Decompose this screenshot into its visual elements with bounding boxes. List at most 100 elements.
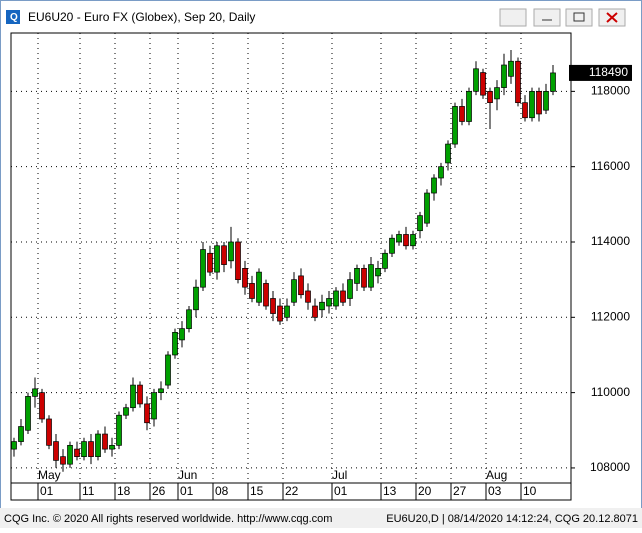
x-tick-label: 08 (215, 484, 229, 498)
x-tick-label: 20 (418, 484, 432, 498)
candle-body (487, 91, 493, 104)
x-tick-label: 03 (488, 484, 502, 498)
candle-body (459, 106, 465, 122)
x-tick-label: 13 (383, 484, 397, 498)
footer-right: EU6U20,D | 08/14/2020 14:12:24, CQG 20.1… (386, 513, 638, 525)
x-tick-label: 15 (250, 484, 264, 498)
last-price-label: 118490 (589, 65, 628, 79)
month-label: May (38, 468, 61, 482)
candle-body (186, 309, 192, 329)
candle-body (508, 60, 514, 77)
candle-body (326, 298, 332, 307)
candle-body (305, 290, 311, 303)
candle-body (501, 64, 507, 88)
candle-body (102, 433, 108, 450)
candle-body (144, 403, 150, 424)
candle-body (319, 301, 325, 311)
candle-body (53, 441, 59, 461)
y-tick-label: 110000 (591, 385, 630, 399)
candle-body (431, 177, 437, 194)
plot-area (10, 32, 572, 484)
candle-body (207, 252, 213, 273)
candle-body (214, 245, 220, 273)
maximize-button[interactable] (565, 8, 593, 27)
candle-body (165, 354, 171, 386)
footer-bar (0, 508, 642, 528)
pin-button[interactable] (499, 8, 527, 27)
candle-body (354, 268, 360, 284)
candle-body (256, 271, 262, 303)
y-tick-label: 118000 (591, 84, 630, 98)
candle-body (340, 290, 346, 303)
candle-body (396, 234, 402, 243)
app-icon (6, 10, 20, 24)
candle-body (361, 268, 367, 288)
candle-body (403, 234, 409, 247)
footer-left: CQG Inc. © 2020 All rights reserved worl… (4, 513, 332, 525)
candle-body (298, 275, 304, 296)
last-price-box (569, 64, 632, 81)
candle-body (263, 283, 269, 307)
candle-body (123, 407, 129, 416)
month-label: Aug (486, 468, 507, 482)
x-tick-label: 26 (152, 484, 166, 498)
title-buttons (499, 8, 626, 27)
candle-body (494, 87, 500, 100)
candle-body (417, 215, 423, 232)
candle-body (515, 60, 521, 104)
x-axis (10, 482, 572, 501)
candle-body (46, 418, 52, 446)
maximize-glyph (573, 12, 585, 22)
candle-body (284, 305, 290, 318)
candle-body (81, 441, 87, 457)
x-tick-label: 01 (334, 484, 348, 498)
candle-body (11, 441, 17, 450)
candle-body (172, 332, 178, 356)
candle-body (438, 166, 444, 179)
candle-body (270, 298, 276, 314)
candle-body (95, 433, 101, 457)
candle-body (25, 396, 31, 431)
candle-body (452, 106, 458, 145)
y-tick-label: 114000 (591, 234, 630, 248)
candle-body (18, 426, 24, 442)
x-tick-label: 11 (82, 484, 95, 498)
candle-body (291, 279, 297, 303)
candle-body (445, 143, 451, 164)
candle-body (116, 414, 122, 446)
candle-body (466, 91, 472, 122)
candle-body (242, 268, 248, 288)
candle-body (536, 91, 542, 115)
minimize-button[interactable] (533, 8, 561, 27)
candle-body (522, 102, 528, 119)
candle-body (410, 234, 416, 247)
candle-body (130, 384, 136, 409)
candle-body (550, 72, 556, 92)
window-title: EU6U20 - Euro FX (Globex), Sep 20, Daily (28, 10, 255, 24)
candle-body (333, 290, 339, 307)
candle-body (424, 192, 430, 224)
candle-body (67, 444, 73, 465)
candle-body (193, 286, 199, 311)
x-tick-label: 01 (40, 484, 54, 498)
x-tick-label: 22 (285, 484, 299, 498)
candle-body (480, 72, 486, 96)
y-tick-label: 108000 (590, 460, 630, 474)
candle-body (39, 392, 45, 420)
candle-body (368, 264, 374, 288)
x-tick-label: 18 (117, 484, 131, 498)
candle-body (60, 456, 66, 465)
candle-body (109, 444, 115, 450)
candle-body (221, 245, 227, 265)
candle-body (151, 392, 157, 420)
candle-body (228, 241, 234, 262)
candle-body (158, 388, 164, 393)
x-tick-label: 27 (453, 484, 467, 498)
candle-body (179, 328, 185, 341)
candle-body (347, 279, 353, 299)
x-tick-label: 10 (523, 484, 537, 498)
x-tick-label: 01 (180, 484, 194, 498)
candle-body (249, 283, 255, 299)
candle-body (277, 305, 283, 322)
